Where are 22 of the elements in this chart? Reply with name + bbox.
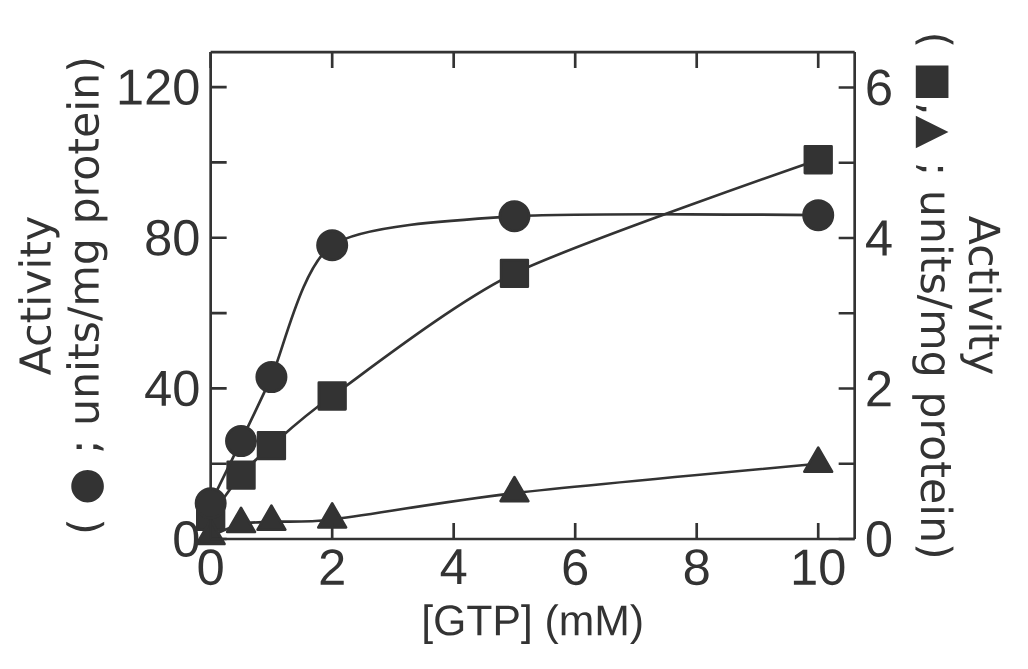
- point: [802, 199, 835, 232]
- y2-tick-label: 0: [866, 521, 892, 557]
- y2-axis-title: Activity ( ■,▲ ; units/mg protein): [912, 35, 1002, 557]
- x-tick-label: 2: [320, 549, 344, 585]
- y2-tick-label: 6: [867, 69, 891, 106]
- y-tick-label: 0: [174, 521, 199, 557]
- x-tick-label: 4: [440, 549, 467, 585]
- y2-tick-label: 2: [867, 370, 891, 407]
- x-tick-label: 6: [563, 549, 588, 586]
- x-tick-label: 8: [684, 549, 709, 586]
- point: [316, 229, 349, 262]
- y-tick-label: 80: [146, 219, 199, 256]
- y-axis-title: Activity ( ● ; units/mg protein): [18, 59, 108, 532]
- point: [225, 425, 258, 458]
- y2-tick-label: 4: [866, 220, 892, 256]
- point: [255, 361, 288, 394]
- y-tick-label: 120: [119, 69, 199, 106]
- x-tick-label: 0: [198, 549, 223, 586]
- y-tick-label: 40: [145, 370, 199, 407]
- x-tick-label: 10: [793, 549, 845, 586]
- x-axis-title: [GTP] (mM): [424, 604, 642, 644]
- point: [498, 200, 531, 233]
